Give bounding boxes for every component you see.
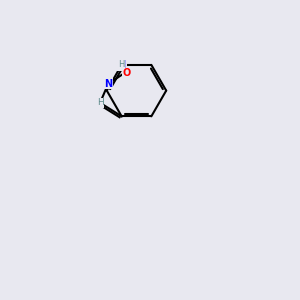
Text: H: H <box>97 98 104 107</box>
Text: H: H <box>118 60 125 69</box>
Text: N: N <box>104 79 112 89</box>
Text: N: N <box>118 60 126 70</box>
Text: O: O <box>123 68 131 78</box>
